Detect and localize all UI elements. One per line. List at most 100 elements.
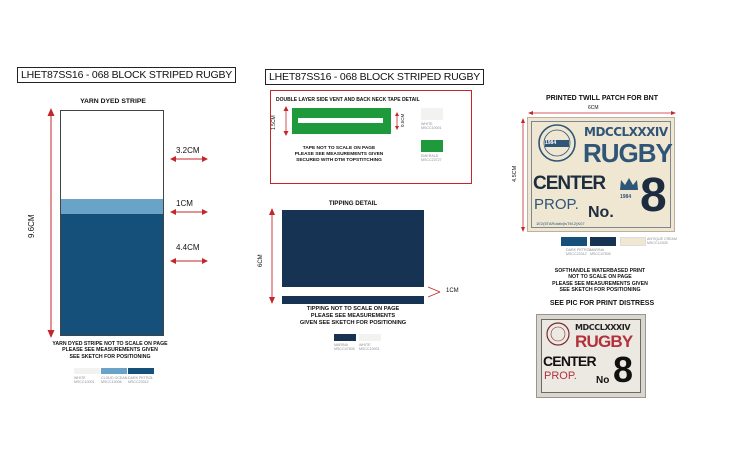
distress-seal-icon — [546, 322, 570, 346]
patch-seal-icon — [538, 124, 576, 162]
swatch-patch-marina-label: MARINA MSCC47505 — [590, 248, 611, 257]
swatch-code: MSCC47505 — [590, 252, 611, 257]
patch-rugby-text: RUGBY — [583, 138, 673, 168]
swatch-name: DARK PETROL — [128, 376, 154, 380]
print-note-line: SEE SKETCH FOR POSITIONING — [559, 286, 641, 293]
tipping-white-stripe — [282, 287, 424, 296]
swatch-dark-petrol — [128, 368, 154, 374]
swatch-name: WHITE — [359, 343, 371, 347]
distress-heading: SEE PIC FOR PRINT DISTRESS — [549, 300, 655, 307]
middle-section-title: LHET87SS16 - 068 BLOCK STRIPED RUGBY — [265, 69, 485, 85]
swatch-name: WHITE — [74, 376, 86, 380]
yarn-dyed-stripe-heading: YARN DYED STRIPE — [80, 98, 146, 105]
stripe-white-block — [61, 111, 163, 199]
swatch-code: MSCC14305 — [647, 241, 668, 246]
stripe-dark-petrol-block — [61, 214, 163, 335]
tape-detail-heading: DOUBLE LAYER SIDE VENT AND BACK NECK TAP… — [276, 97, 420, 103]
patch-width-label: 6CM — [588, 105, 599, 111]
swatch-name: EMERALD — [421, 154, 439, 158]
print-note-line: NOT TO SCALE ON PAGE — [568, 274, 632, 281]
patch-eight-text: 8 — [640, 169, 667, 222]
tape-height-arrow — [283, 106, 289, 136]
measure-band-arrow — [170, 209, 208, 215]
swatch-patch-dark-petrol — [561, 237, 587, 246]
swatch-code: MSCC10001 — [421, 126, 442, 131]
patch-prop-text: PROP. — [534, 196, 579, 213]
stripe-cloud-ocean-band — [61, 199, 163, 214]
swatch-cloud-ocean — [101, 368, 127, 374]
patch-no-text: No. — [588, 204, 614, 221]
swatch-tape-white — [421, 108, 443, 120]
left-section-title: LHET87SS16 - 068 BLOCK STRIPED RUGBY — [17, 67, 237, 83]
patch-heading: PRINTED TWILL PATCH FOR BNT — [546, 95, 658, 102]
tape-detail-box — [270, 90, 472, 184]
swatch-name: MARINA — [590, 248, 604, 252]
swatch-patch-marina — [590, 237, 616, 246]
swatch-name: WHITE — [421, 122, 433, 126]
tipping-note-line: GIVEN SEE SKETCH FOR POSITIONING — [299, 320, 407, 326]
tipping-note: TIPPING NOT TO SCALE ON PAGE PLEASE SEE … — [282, 306, 424, 327]
tipping-heading: TIPPING DETAIL — [328, 200, 378, 207]
swatch-name: DARK PETROL — [566, 248, 592, 252]
crown-icon — [620, 178, 638, 190]
tape-white-stripe — [298, 118, 383, 123]
tape-stripe-arrow — [395, 112, 399, 130]
patch-inner-border — [531, 121, 671, 228]
measure-white-label: 3.2CM — [176, 146, 200, 155]
swatch-antique-cream — [620, 237, 646, 246]
swatch-tape-white-label: WHITE MSCC10001 — [421, 122, 442, 131]
tape-note-line: SECURED WITH DTM TOPSTITCHING — [296, 158, 382, 163]
measure-band-label: 1CM — [176, 199, 193, 208]
patch-height-label: 4.5CM — [512, 165, 518, 182]
tipping-stripe-arrow — [427, 286, 441, 298]
tape-green-outer — [292, 108, 391, 134]
patch-seal-year: 1984 — [545, 140, 557, 146]
swatch-code: MSCC10001 — [74, 380, 95, 385]
swatch-dark-petrol-label: DARK PETROL MSCC23312 — [128, 376, 153, 385]
tape-height-label: 1.5CM — [271, 115, 277, 130]
tipping-height-label: 6CM — [258, 254, 264, 267]
total-height-arrow — [47, 108, 55, 338]
swatch-patch-dark-petrol-label: DARK PETROL MSCC23312 — [566, 248, 591, 257]
tape-note: TAPE NOT TO SCALE ON PAGE PLEASE SEE MEA… — [289, 146, 389, 164]
swatch-emerald — [421, 140, 443, 152]
swatch-code: MSCC23312 — [566, 252, 587, 257]
stripe-note-line: YARN DYED STRIPE NOT TO SCALE ON PAGE — [52, 341, 168, 347]
swatch-code: MSCC23727 — [421, 158, 442, 163]
tipping-height-arrow — [269, 208, 275, 304]
patch-height-arrow — [521, 118, 525, 232]
patch-year-text: MDCCLXXXIV — [584, 125, 668, 139]
swatch-code: MSCC10001 — [359, 347, 380, 352]
swatch-antique-cream-label: ANTIQUE CREAM MSCC14305 — [620, 237, 677, 246]
distress-rugby-text: RUGBY — [575, 332, 633, 351]
swatch-code: MSCC13006 — [101, 380, 122, 385]
swatch-cloud-ocean-label: CLOUD OCEAN MSCC13006 — [101, 376, 127, 385]
measure-white-arrow — [170, 156, 208, 162]
distress-year-text: MDCCLXXXIV — [575, 323, 631, 332]
distress-eight-text: 8 — [613, 349, 634, 390]
patch-crown-year: 1984 — [620, 194, 632, 200]
stripe-note-line: SEE SKETCH FOR POSITIONING — [69, 353, 151, 360]
swatch-tipping-white-label: WHITE MSCC10001 — [359, 343, 380, 352]
distress-photo: MDCCLXXXIV RUGBY CENTER PROP. No 8 — [536, 314, 646, 398]
measure-petrol-arrow — [170, 258, 208, 264]
distress-patch-inner — [541, 319, 641, 393]
stripe-note-line: PLEASE SEE MEASUREMENTS GIVEN — [62, 347, 158, 354]
print-note: SOFTHANDLE WATERBASED PRINT NOT TO SCALE… — [530, 268, 670, 293]
swatch-code: MSCC47505 — [334, 347, 355, 352]
measure-petrol-label: 4.4CM — [176, 243, 200, 252]
print-note-line: PLEASE SEE MEASUREMENTS GIVEN — [552, 280, 648, 287]
distress-center-text: CENTER — [543, 353, 597, 369]
swatch-emerald-label: EMERALD MSCC23727 — [421, 154, 442, 163]
tape-note-line: TAPE NOT TO SCALE ON PAGE — [302, 146, 376, 151]
stripe-note: YARN DYED STRIPE NOT TO SCALE ON PAGE PL… — [30, 341, 190, 360]
tape-note-line: PLEASE SEE MEASUREMENTS GIVEN — [294, 152, 384, 157]
swatch-tipping-white — [359, 334, 381, 341]
swatch-name: MARINA — [334, 343, 348, 347]
swatch-white-label: WHITE MSCC10001 — [74, 376, 95, 385]
patch-center-text: CENTER — [533, 173, 606, 194]
swatch-marina-label: MARINA MSCC47505 — [334, 343, 355, 352]
print-note-line: SOFTHANDLE WATERBASED PRINT — [554, 268, 646, 274]
total-height-label: 9.6CM — [27, 214, 36, 238]
tipping-note-line: TIPPING NOT TO SCALE ON PAGE — [306, 306, 400, 312]
